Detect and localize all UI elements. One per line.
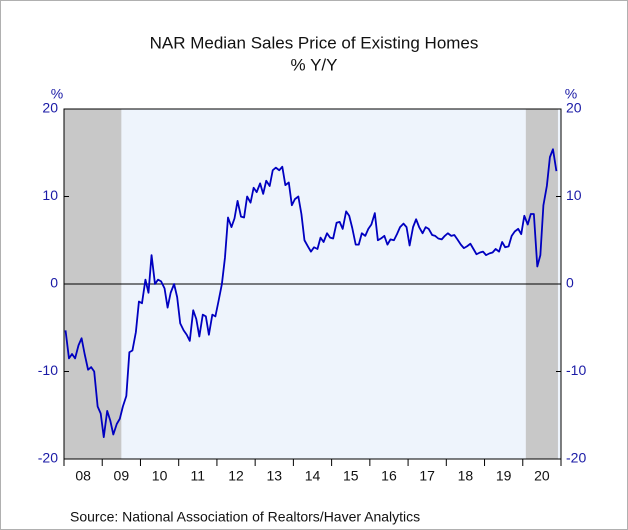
y2-tick-label: -20 [566, 450, 586, 466]
x-tick-label: 18 [458, 468, 474, 484]
y-tick-label: 0 [50, 275, 58, 291]
x-tick-label: 17 [419, 468, 435, 484]
x-tick-label: 20 [534, 468, 550, 484]
y2-tick-label: 20 [566, 100, 582, 116]
x-tick-label: 12 [228, 468, 244, 484]
x-tick-label: 10 [152, 468, 168, 484]
y-unit-left: % [51, 86, 63, 102]
y-tick-label: -20 [38, 450, 58, 466]
data-line [64, 148, 558, 439]
y-tick-label: 20 [42, 100, 58, 116]
y2-tick-label: 0 [566, 275, 574, 291]
y2-tick-label: -10 [566, 362, 586, 378]
x-tick-label: 13 [266, 468, 282, 484]
y-unit-right: % [565, 86, 577, 102]
y-tick-label: 10 [42, 187, 58, 203]
x-tick-label: 09 [114, 468, 130, 484]
x-tick-label: 11 [191, 468, 206, 484]
y-tick-label: -10 [38, 362, 58, 378]
x-tick-label: 15 [343, 468, 359, 484]
source-note: Source: National Association of Realtors… [70, 509, 420, 525]
x-tick-label: 14 [305, 468, 321, 484]
x-tick-label: 19 [496, 468, 512, 484]
x-tick-label: 08 [75, 468, 91, 484]
y2-tick-label: 10 [566, 187, 582, 203]
chart-subtitle: % Y/Y [291, 55, 338, 74]
chart-title: NAR Median Sales Price of Existing Homes [150, 33, 479, 52]
x-tick-label: 16 [381, 468, 397, 484]
